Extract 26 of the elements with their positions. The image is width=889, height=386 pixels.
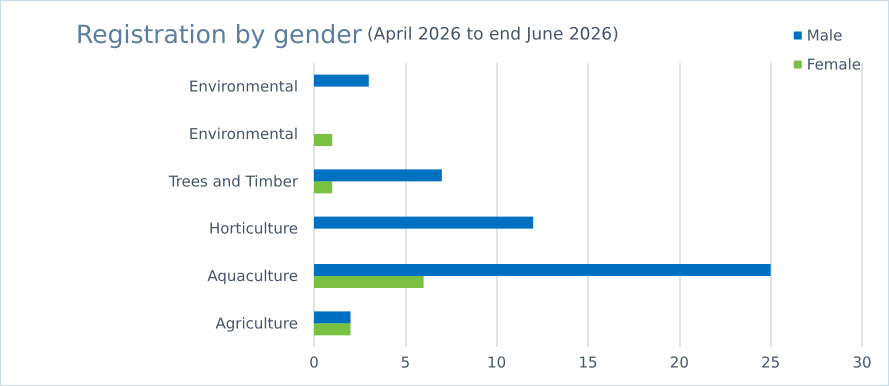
- bar: [314, 323, 351, 336]
- x-tick-label: 15: [578, 354, 598, 372]
- y-tick-label: Trees and Timber: [168, 172, 299, 190]
- legend-label: Male: [806, 26, 842, 44]
- y-tick-label: Horticulture: [208, 220, 298, 238]
- bar: [314, 134, 332, 146]
- bar: [314, 216, 534, 229]
- y-tick-label: Environmental: [188, 78, 298, 96]
- bar: [314, 169, 442, 182]
- y-tick-label: Aquaculture: [207, 267, 298, 285]
- x-tick-label: 25: [761, 354, 780, 372]
- legend-label: Female: [806, 56, 862, 74]
- bar: [314, 264, 771, 276]
- x-tick-label: 10: [487, 354, 506, 372]
- x-tick-label: 5: [400, 354, 410, 372]
- bar: [314, 276, 424, 288]
- bar: [314, 181, 332, 194]
- bar: [314, 74, 369, 87]
- x-tick-label: 0: [309, 354, 319, 372]
- chart-subtitle: (April 2026 to end June 2026): [366, 24, 619, 44]
- chart-title: Registration by gender: [76, 20, 363, 49]
- x-tick-label: 30: [852, 354, 872, 372]
- y-tick-label: Environmental: [188, 125, 298, 143]
- x-tick-label: 20: [670, 354, 689, 372]
- bar: [314, 311, 351, 324]
- y-tick-label: Agriculture: [216, 314, 298, 332]
